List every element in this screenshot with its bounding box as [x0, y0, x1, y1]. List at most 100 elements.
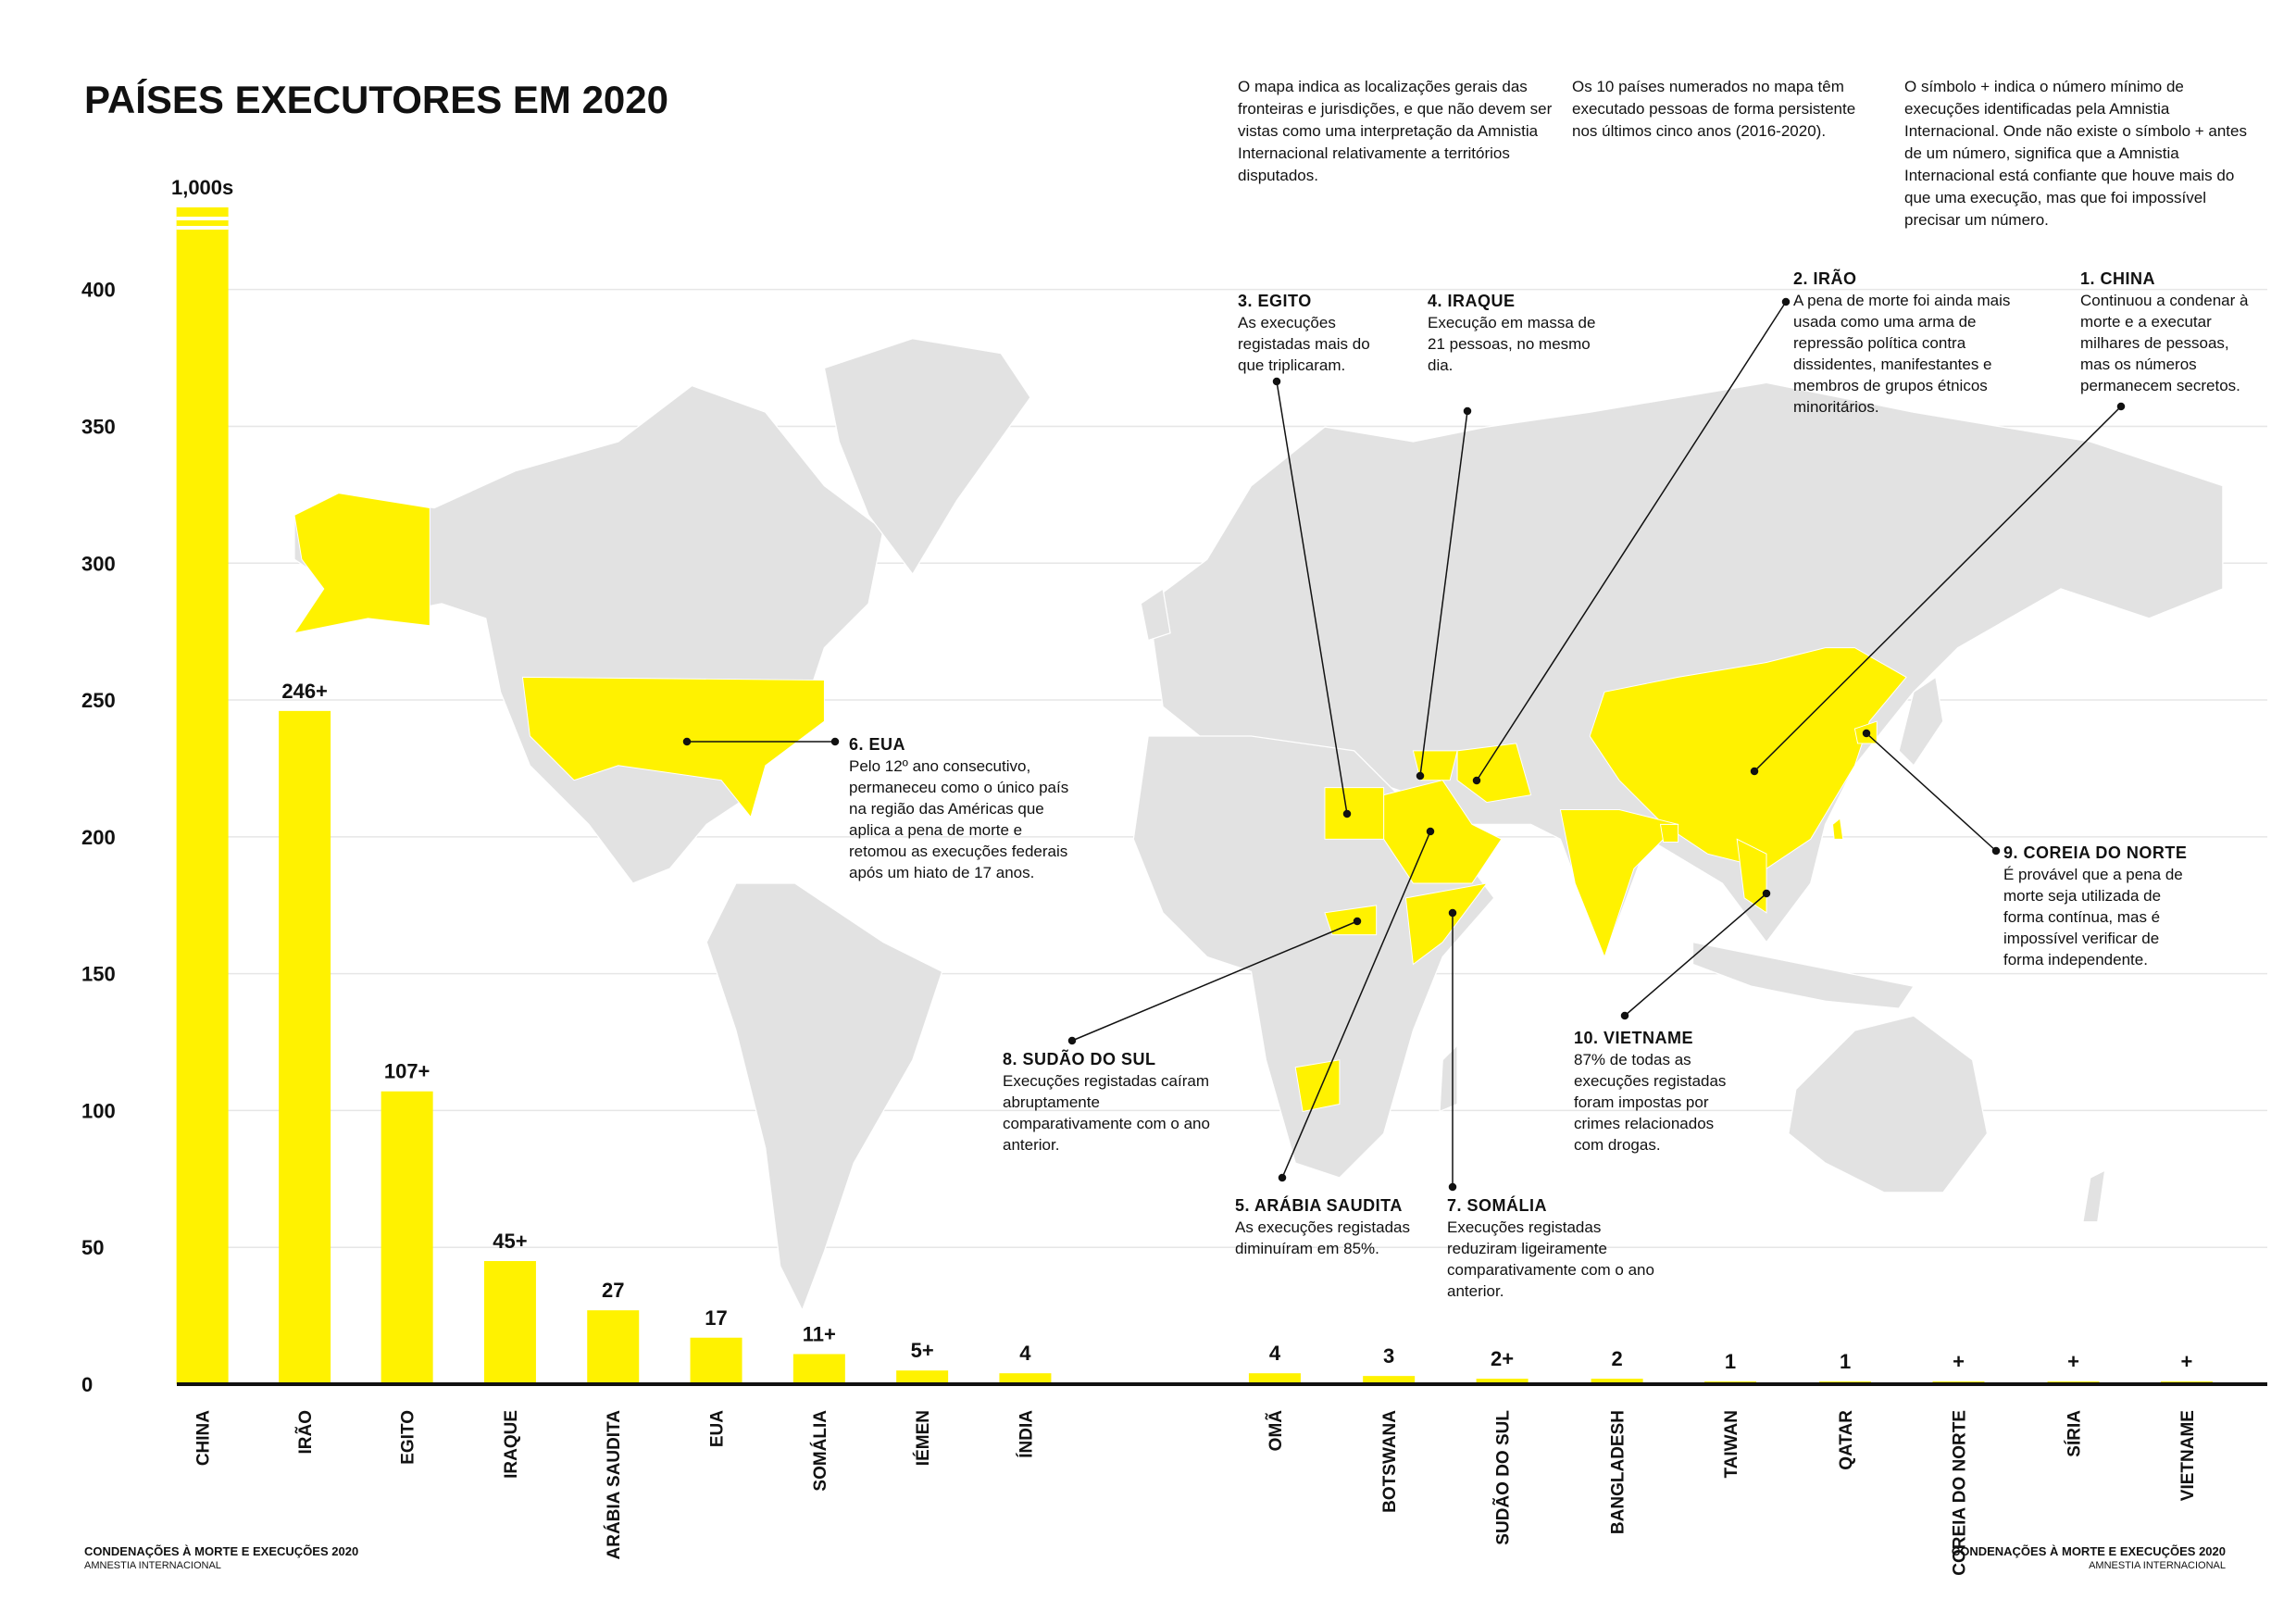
leader-dot: [1342, 809, 1352, 818]
bars: 1,000sCHINA246+IRÃO107+EGITO45+IRAQUE27A…: [171, 176, 2267, 1576]
leader-dot: [1448, 908, 1457, 918]
value-label: 3: [1383, 1344, 1394, 1368]
note: Os 10 países numerados no mapa têm execu…: [1572, 78, 1856, 140]
value-label: 4: [1019, 1342, 1031, 1365]
annotation: 6. EUA Pelo 12º ano consecutivo, permanec…: [849, 733, 1071, 883]
value-label: 2: [1611, 1347, 1622, 1370]
vietnam: [1736, 838, 1767, 914]
x-tick-label: ÍNDIA: [1016, 1410, 1036, 1458]
south-sudan: [1324, 905, 1378, 936]
value-label: 246+: [281, 680, 328, 703]
annotation-title: 7. SOMÁLIA: [1447, 1196, 1548, 1215]
x-tick-label: VIETNAME: [2178, 1410, 2198, 1501]
leader-dot: [682, 737, 692, 746]
bar: [1591, 1379, 1643, 1384]
x-tick-label: OMÃ: [1266, 1410, 1286, 1452]
india: [1559, 809, 1679, 958]
leader-lines: [682, 297, 2126, 1192]
botswana: [1294, 1059, 1341, 1113]
y-tick-label: 0: [81, 1373, 93, 1396]
y-tick-label: 250: [81, 689, 116, 712]
bar: [896, 1370, 949, 1384]
y-tick-label: 300: [81, 552, 116, 575]
australia: [1788, 1015, 1989, 1193]
leader-line: [1419, 410, 1468, 777]
footer-title: CONDENAÇÕES À MORTE E EXECUÇÕES 2020: [1951, 1544, 2226, 1558]
annotation-title: 6. EUA: [849, 735, 906, 754]
value-label: 107+: [384, 1060, 430, 1083]
leader-line: [1624, 893, 1767, 1017]
leader-dot: [1991, 846, 2001, 856]
annotation: 1. CHINA Continuou a condenar à morte e a…: [2080, 268, 2252, 396]
annotation-title: 1. CHINA: [2080, 269, 2156, 288]
value-label: 1: [1725, 1350, 1736, 1373]
x-tick-label: BOTSWANA: [1380, 1410, 1400, 1513]
alaska: [293, 493, 430, 634]
annotation-text: Execuções registadas caíram abruptamente…: [1003, 1072, 1210, 1154]
leader-dot: [1067, 1036, 1077, 1045]
leader-line: [1476, 301, 1787, 781]
x-tick-label: EGITO: [399, 1410, 418, 1465]
x-tick-label: IRAQUE: [502, 1410, 521, 1479]
y-tick-label: 150: [81, 963, 116, 986]
north-america: [293, 384, 884, 884]
annotation-text: Continuou a condenar à morte e a executa…: [2080, 292, 2249, 394]
annotation: 7. SOMÁLIA Execuções registadas reduziram…: [1447, 1194, 1674, 1302]
leader-dot: [1278, 1173, 1287, 1182]
madagascar: [1439, 1043, 1458, 1113]
bar: [381, 1091, 433, 1384]
bar: [690, 1337, 742, 1384]
footer-org: AMNESTIA INTERNACIONAL: [84, 1560, 221, 1571]
indonesia: [1691, 941, 1915, 1009]
leader-dot: [1750, 767, 1759, 776]
annotation-title: 2. IRÃO: [1793, 269, 1857, 288]
y-tick-label: 50: [81, 1236, 104, 1259]
annotation: 5. ARÁBIA SAUDITA As execuções registadas…: [1235, 1194, 1420, 1259]
saudi-arabia: [1383, 780, 1503, 884]
iran: [1456, 743, 1532, 804]
footer: CONDENAÇÕES À MORTE E EXECUÇÕES 2020 AMNE…: [84, 1544, 358, 1572]
value-label: 5+: [911, 1339, 934, 1362]
note: O mapa indica as localizações gerais das…: [1238, 78, 1553, 184]
leader-dot: [1472, 776, 1481, 785]
leader-dot: [1862, 729, 1871, 738]
x-tick-label: SÍRIA: [2065, 1410, 2085, 1457]
usa: [521, 676, 825, 818]
leader-dot: [1448, 1182, 1457, 1192]
y-tick-label: 350: [81, 415, 116, 438]
y-tick-label: 100: [81, 1099, 116, 1122]
x-tick-label: CHINA: [194, 1410, 214, 1466]
taiwan: [1832, 818, 1844, 840]
value-label: 17: [705, 1306, 727, 1330]
annotation-text: As execuções registadas diminuíram em 85…: [1235, 1218, 1410, 1257]
annotation-text: Pelo 12º ano consecutivo, permaneceu com…: [849, 757, 1069, 881]
bar: [279, 710, 331, 1384]
annotation-title: 5. ARÁBIA SAUDITA: [1235, 1196, 1403, 1215]
value-label: 45+: [493, 1230, 527, 1253]
annotation-text: Execução em massa de 21 pessoas, no mesm…: [1428, 314, 1596, 374]
annotation-title: 9. COREIA DO NORTE: [2003, 843, 2188, 862]
note: O símbolo + indica o número mínimo de ex…: [1904, 78, 2247, 229]
x-tick-label: IRÃO: [295, 1410, 316, 1455]
annotation-title: 4. IRAQUE: [1428, 292, 1516, 310]
new-zealand: [2082, 1168, 2106, 1223]
bar: [587, 1310, 640, 1384]
annotation-text: É provável que a pena de morte seja util…: [2003, 866, 2183, 968]
bar: [1476, 1379, 1529, 1384]
x-tick-label: QATAR: [1837, 1410, 1856, 1470]
annotation: 9. COREIA DO NORTE É provável que a pena …: [2003, 842, 2189, 970]
leader-dot: [1463, 406, 1472, 416]
x-tick-label: IÉMEN: [913, 1410, 933, 1466]
value-label: +: [1953, 1350, 1965, 1373]
x-tick-label: BANGLADESH: [1609, 1410, 1628, 1534]
leader-line: [1071, 920, 1358, 1042]
bar: [1248, 1373, 1301, 1384]
leader-dot: [1416, 771, 1425, 781]
value-label: 11+: [803, 1322, 836, 1345]
x-tick-label: SOMÁLIA: [810, 1410, 830, 1492]
annotation-text: 87% de todas as execuções registadas for…: [1574, 1051, 1727, 1154]
leader-dot: [1272, 377, 1281, 386]
leader-line: [1281, 831, 1431, 1179]
leader-dot: [1781, 297, 1791, 306]
